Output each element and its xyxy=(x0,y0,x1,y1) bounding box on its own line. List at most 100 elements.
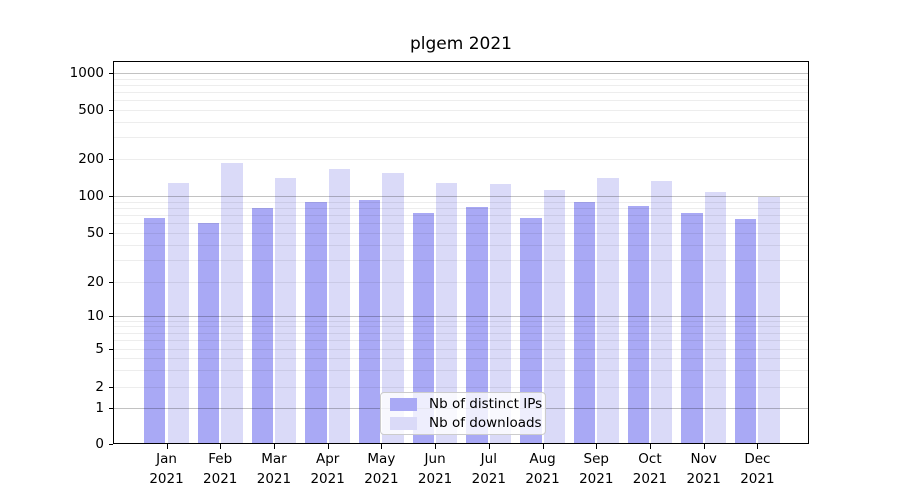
bar xyxy=(328,169,351,445)
y-tick-mark xyxy=(108,408,114,410)
x-tick-mark xyxy=(596,444,598,449)
legend-item: Nb of distinct IPs xyxy=(390,396,542,412)
bar xyxy=(650,180,673,445)
bar xyxy=(573,201,596,445)
legend: Nb of distinct IPs Nb of downloads xyxy=(380,392,546,435)
x-tick-year: 2021 xyxy=(471,471,506,487)
y-tick-mark xyxy=(108,386,114,388)
gridline-minor xyxy=(113,92,810,94)
legend-label: Nb of distinct IPs xyxy=(429,396,543,412)
x-tick-year: 2021 xyxy=(686,471,721,487)
y-tick-mark xyxy=(108,110,114,111)
x-tick-label: May 2021 xyxy=(349,449,413,489)
bar xyxy=(412,212,435,445)
y-tick-label: 200 xyxy=(78,150,104,167)
x-tick-label: Dec 2021 xyxy=(725,449,789,489)
x-tick-label: Oct 2021 xyxy=(618,449,682,489)
chart-title: plgem 2021 xyxy=(410,34,512,54)
bar xyxy=(681,212,703,445)
bar xyxy=(543,190,565,445)
gridline-minor xyxy=(113,121,810,123)
bar xyxy=(358,199,381,445)
y-tick-label: 1 xyxy=(95,400,104,417)
x-tick-label: Feb 2021 xyxy=(188,449,252,489)
x-tick-year: 2021 xyxy=(364,471,399,487)
x-tick-mark xyxy=(649,444,651,449)
x-tick-mark xyxy=(273,444,275,449)
bar xyxy=(221,163,243,445)
bar xyxy=(704,192,727,445)
y-tick-label: 100 xyxy=(78,188,104,205)
bar xyxy=(144,218,166,445)
x-tick-year: 2021 xyxy=(256,471,292,487)
bar xyxy=(489,184,512,445)
legend-swatch-downloads xyxy=(390,416,417,430)
bar xyxy=(735,219,757,445)
gridline-major xyxy=(113,73,810,74)
y-tick-label: 10 xyxy=(86,307,104,324)
bar xyxy=(597,178,619,445)
x-tick-label: Mar 2021 xyxy=(242,449,306,489)
x-tick-year: 2021 xyxy=(525,471,560,487)
y-tick-label: 0 xyxy=(95,436,104,453)
bar xyxy=(251,208,273,445)
legend-swatch-distinct-ips xyxy=(390,397,417,411)
bar xyxy=(382,173,404,445)
bar xyxy=(305,201,327,445)
x-tick-year: 2021 xyxy=(310,471,345,487)
x-tick-mark xyxy=(381,444,383,449)
y-tick-mark xyxy=(108,73,114,74)
x-tick-mark xyxy=(166,444,168,449)
x-tick-mark xyxy=(220,444,222,449)
x-tick-mark xyxy=(542,444,544,449)
x-tick-year: 2021 xyxy=(740,471,775,487)
bar xyxy=(274,177,297,445)
x-tick-year: 2021 xyxy=(417,471,453,487)
y-tick-label: 20 xyxy=(86,274,104,291)
bar xyxy=(520,217,542,445)
y-tick-mark xyxy=(108,233,114,234)
y-tick-label: 50 xyxy=(86,225,104,241)
gridline-minor xyxy=(113,110,810,111)
gridline-minor xyxy=(113,158,810,160)
x-tick-label: Jul 2021 xyxy=(457,449,521,489)
y-tick-mark xyxy=(108,282,114,284)
x-tick-label: Apr 2021 xyxy=(296,449,360,489)
y-tick-mark xyxy=(108,444,114,446)
x-tick-year: 2021 xyxy=(579,471,614,487)
x-tick-label: Sep 2021 xyxy=(564,449,628,489)
bar xyxy=(197,223,220,445)
bar xyxy=(758,197,780,445)
bar xyxy=(436,182,458,445)
y-tick-label: 5 xyxy=(95,341,104,357)
bar xyxy=(627,205,649,445)
x-tick-mark xyxy=(435,444,437,449)
x-tick-mark xyxy=(757,444,759,449)
gridline-minor xyxy=(113,78,810,80)
x-tick-label: Nov 2021 xyxy=(672,449,736,489)
x-tick-mark xyxy=(327,444,329,449)
y-tick-label: 2 xyxy=(95,378,104,395)
y-tick-label: 1000 xyxy=(69,65,104,81)
y-tick-mark xyxy=(108,196,114,198)
x-tick-mark xyxy=(488,444,490,449)
bar xyxy=(167,183,189,445)
legend-label: Nb of downloads xyxy=(429,415,542,431)
x-tick-year: 2021 xyxy=(203,471,238,487)
y-tick-mark xyxy=(108,349,114,350)
gridline-minor xyxy=(113,100,810,102)
x-tick-year: 2021 xyxy=(149,471,184,487)
y-tick-label: 500 xyxy=(78,102,104,118)
bar xyxy=(466,207,488,445)
y-tick-mark xyxy=(108,158,114,160)
legend-item: Nb of downloads xyxy=(390,415,542,431)
x-tick-label: Aug 2021 xyxy=(511,449,575,489)
gridline-minor xyxy=(113,137,810,139)
y-tick-mark xyxy=(108,315,114,317)
gridline-minor xyxy=(113,84,810,86)
x-tick-label: Jan 2021 xyxy=(135,449,199,489)
x-tick-label: Jun 2021 xyxy=(403,449,467,489)
x-tick-year: 2021 xyxy=(632,471,668,487)
x-tick-mark xyxy=(703,444,705,449)
